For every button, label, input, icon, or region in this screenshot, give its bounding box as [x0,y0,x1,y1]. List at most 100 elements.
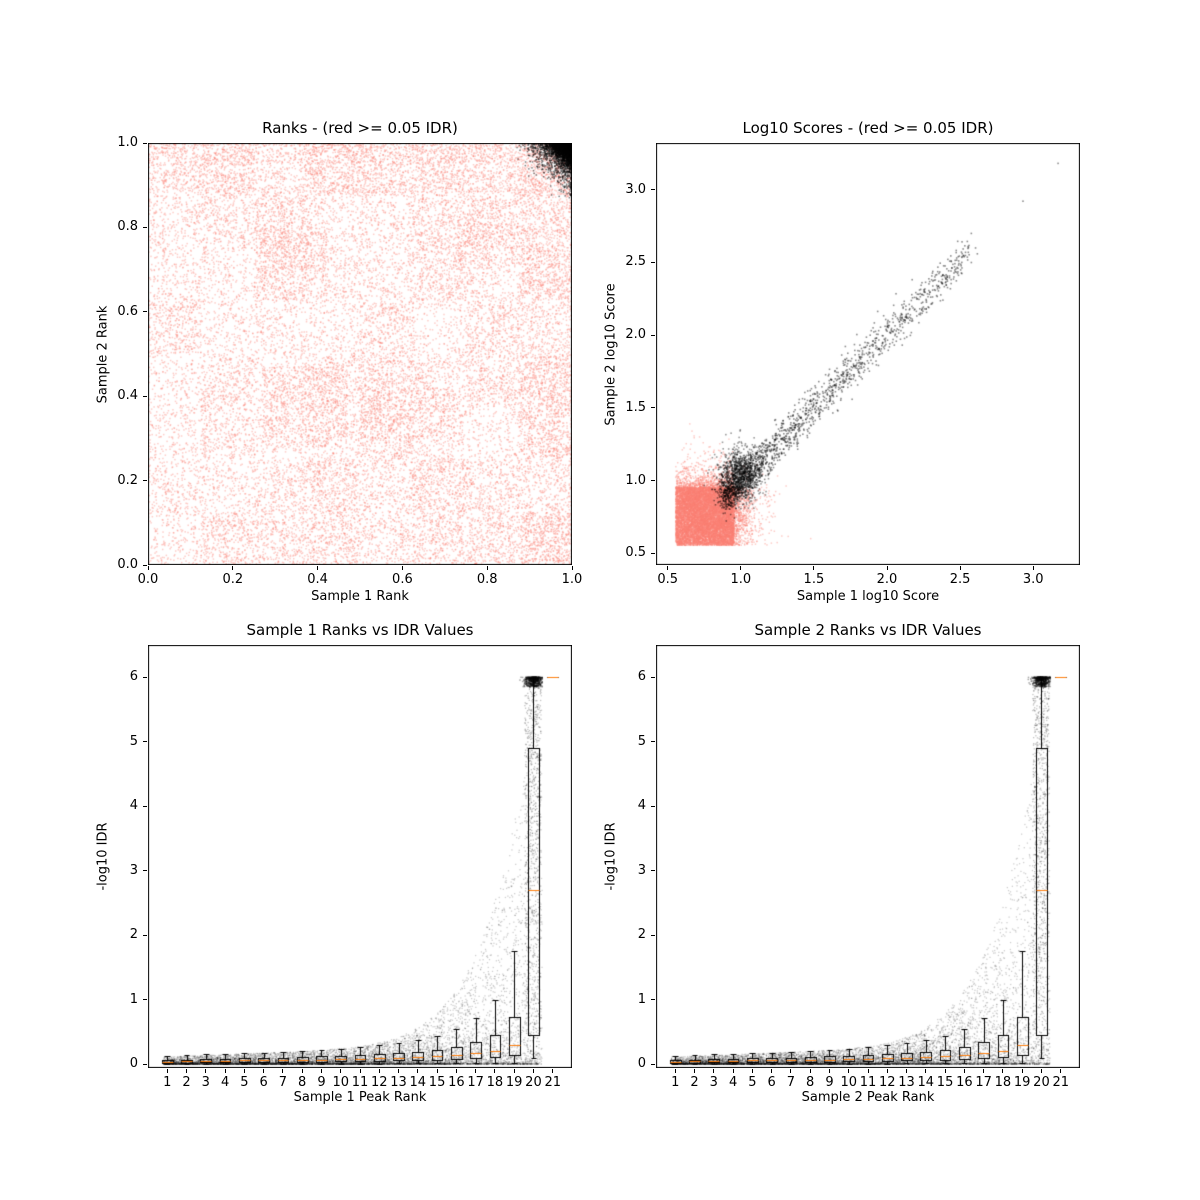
x-tick-mark [867,1069,869,1073]
y-tick-label: 0.0 [117,557,138,572]
y-tick-mark [651,999,655,1001]
y-tick-label: 0 [637,1056,646,1072]
x-tick-mark [906,1069,908,1073]
y-tick-label: 1 [637,991,646,1007]
y-tick-label: 1 [129,991,138,1007]
x-tick-mark [751,1069,753,1073]
y-tick-mark [651,552,655,554]
y-tick-mark [143,870,147,872]
x-tick-label: 14 [917,1075,935,1090]
x-tick-label: 5 [748,1075,757,1090]
chart-title-sample1-idr: Sample 1 Ranks vs IDR Values [246,621,474,639]
x-tick-label: 9 [825,1075,834,1090]
y-tick-label: 0.2 [117,472,138,488]
chart-title-sample2-idr: Sample 2 Ranks vs IDR Values [754,621,982,639]
y-tick-mark [143,480,147,482]
y-tick-label: 0.5 [625,545,646,561]
x-tick-mark [1021,1069,1023,1073]
x-tick-mark [959,566,961,570]
x-tick-mark [552,1069,554,1073]
y-tick-mark [143,142,147,144]
y-tick-mark [651,805,655,807]
y-axis-label-wrap-ranks: Sample 2 Rank [92,143,114,565]
x-tick-label: 1.0 [561,572,583,587]
x-tick-label: 1 [163,1075,172,1090]
y-tick-mark [651,334,655,336]
x-tick-label: 4 [220,1075,230,1090]
y-tick-label: 2 [637,927,646,943]
x-axis-label-ranks: Sample 1 Rank [311,589,409,604]
x-tick-mark [771,1069,773,1073]
y-tick-mark [143,226,147,228]
x-tick-mark [963,1069,965,1073]
x-tick-label: 17 [467,1075,484,1090]
x-axis-label-sample1-idr: Sample 1 Peak Rank [293,1090,427,1105]
x-tick-label: 6 [767,1075,776,1090]
log10-scores-scatter-canvas [656,143,1080,565]
x-tick-mark [674,1069,676,1073]
x-tick-mark [436,1069,438,1073]
x-tick-mark [378,1069,380,1073]
sample2-idr-canvas [656,645,1080,1068]
x-tick-mark [282,1069,284,1073]
y-tick-mark [143,564,147,566]
x-tick-label: 13 [390,1075,407,1090]
x-tick-mark [494,1069,496,1073]
y-tick-mark [143,311,147,313]
x-tick-label: 2.0 [876,572,898,587]
y-tick-mark [651,407,655,409]
x-tick-mark [340,1069,342,1073]
y-tick-mark [143,741,147,743]
x-tick-label: 16 [448,1075,465,1090]
x-tick-mark [571,566,573,570]
x-tick-mark [417,1069,419,1073]
x-tick-label: 17 [975,1075,992,1090]
x-tick-label: 18 [486,1075,504,1090]
x-tick-label: 9 [317,1075,326,1090]
x-tick-mark [398,1069,400,1073]
y-tick-mark [143,676,147,678]
y-tick-mark [651,480,655,482]
x-tick-label: 5 [240,1075,249,1090]
sample1-idr-canvas [148,645,572,1068]
y-tick-label: 6 [637,669,646,685]
y-tick-label: 0.6 [117,303,138,319]
x-tick-label: 0.4 [307,572,328,587]
x-tick-mark [1002,1069,1004,1073]
y-tick-mark [143,934,147,936]
y-tick-label: 5 [637,733,646,749]
y-tick-label: 4 [129,798,138,814]
chart-title-ranks: Ranks - (red >= 0.05 IDR) [262,119,458,137]
y-tick-label: 4 [637,798,646,814]
x-tick-label: 3 [201,1075,210,1090]
y-tick-label: 0 [129,1056,138,1072]
y-tick-label: 5 [129,733,138,749]
x-tick-mark [486,566,488,570]
x-tick-mark [1032,566,1034,570]
x-tick-label: 3.0 [1022,572,1044,587]
x-tick-label: 0.6 [392,572,413,587]
x-tick-label: 15 [428,1075,446,1090]
x-tick-mark [232,566,234,570]
x-tick-label: 0.8 [476,572,498,587]
y-tick-mark [651,676,655,678]
x-tick-mark [301,1069,303,1073]
x-tick-mark [263,1069,265,1073]
y-tick-mark [143,805,147,807]
y-axis-label-sample2-idr: -log10 IDR [603,822,619,891]
x-tick-label: 10 [332,1075,349,1090]
x-tick-mark [886,1069,888,1073]
y-tick-mark [651,261,655,263]
y-tick-mark [651,189,655,191]
x-tick-mark [1060,1069,1062,1073]
y-tick-mark [651,934,655,936]
x-tick-label: 18 [994,1075,1012,1090]
y-tick-label: 3.0 [625,181,646,197]
x-tick-mark [317,566,319,570]
x-axis-label-scores: Sample 1 log10 Score [796,589,940,604]
x-tick-label: 11 [351,1075,369,1090]
x-tick-mark [732,1069,734,1073]
x-tick-label: 3 [709,1075,718,1090]
y-tick-mark [651,870,655,872]
x-tick-mark [513,1069,515,1073]
